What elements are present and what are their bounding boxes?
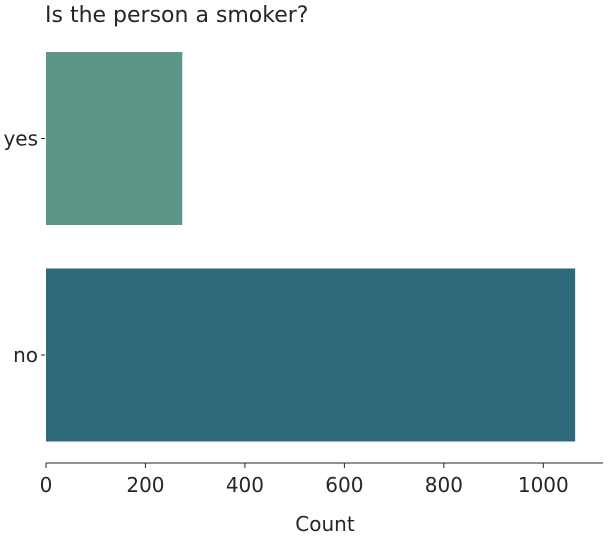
x-tick-label-600: 600 (325, 473, 363, 497)
bar-yes (46, 52, 183, 225)
y-axis: yes no (3, 127, 45, 367)
y-tick-label-no: no (13, 343, 38, 367)
x-tick-label-0: 0 (40, 473, 53, 497)
x-tick-label-800: 800 (425, 473, 463, 497)
bars-layer (46, 52, 576, 442)
x-axis-label: Count (295, 512, 355, 536)
x-tick-label-200: 200 (126, 473, 164, 497)
chart-title: Is the person a smoker? (45, 3, 308, 28)
y-tick-label-yes: yes (3, 127, 38, 151)
x-tick-label-1000: 1000 (518, 473, 569, 497)
x-axis: 0 200 400 600 800 1000 (40, 462, 603, 497)
bar-no (46, 268, 576, 442)
x-tick-label-400: 400 (226, 473, 264, 497)
